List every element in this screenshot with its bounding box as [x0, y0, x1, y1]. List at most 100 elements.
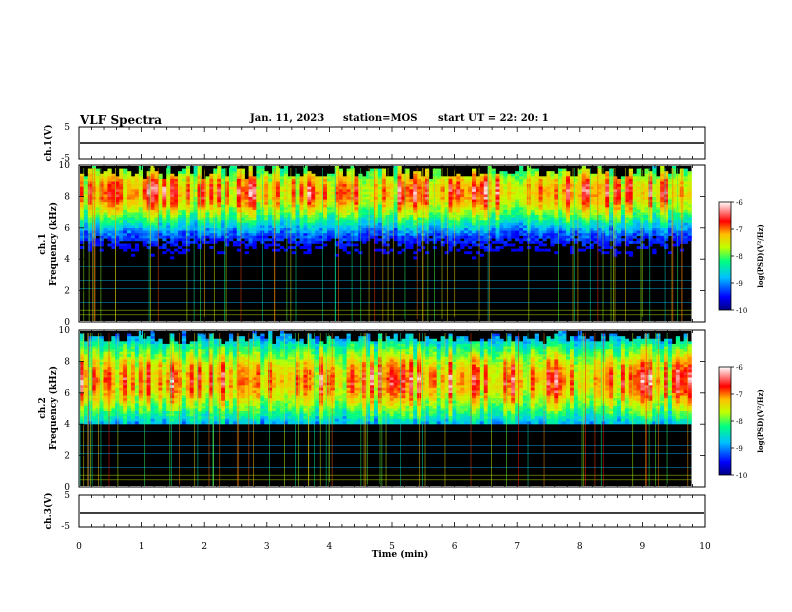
- spectrogram-cell: [87, 385, 93, 389]
- spectrogram-cell: [307, 246, 312, 249]
- spectrogram-cell: [87, 372, 93, 376]
- spectrogram-cell: [111, 235, 116, 239]
- spectrogram-cell: [119, 225, 124, 229]
- spectrogram-cell: [217, 230, 222, 234]
- spectrogram-cell: [562, 207, 567, 211]
- spectrogram-cell: [620, 186, 626, 190]
- spectrogram-cell: [515, 173, 520, 177]
- spectrogram-cell: [589, 238, 594, 242]
- spectrogram-cell: [393, 212, 398, 216]
- spectrogram-cell: [370, 197, 375, 200]
- spectrogram-cell: [624, 212, 630, 216]
- spectrogram-cell: [354, 212, 359, 216]
- spectrogram-cell: [483, 235, 488, 239]
- spectrogram-cell: [370, 181, 375, 185]
- spectrogram-cell: [205, 220, 210, 224]
- spectrogram-cell: [119, 220, 124, 224]
- spectrogram-cell: [413, 189, 418, 193]
- spectrogram-cell: [456, 238, 461, 242]
- spectrogram-cell: [413, 181, 418, 185]
- spectrogram-cell: [397, 166, 402, 169]
- spectrogram-cell: [350, 228, 355, 231]
- spectrogram-cell: [601, 194, 606, 198]
- spectrogram-cell: [197, 166, 202, 169]
- spectrogram-cell: [479, 228, 485, 231]
- spectrogram-cell: [507, 197, 512, 200]
- spectrogram-cell: [428, 215, 434, 218]
- spectrogram-cell: [687, 209, 692, 213]
- spectrogram-cell: [585, 222, 590, 226]
- spectrogram-cell: [115, 235, 120, 239]
- spectrogram-cell: [119, 173, 124, 177]
- spectrogram-cell: [87, 377, 93, 381]
- spectrogram-cell: [511, 181, 516, 185]
- spectrogram-cell: [538, 235, 543, 239]
- spectrogram-cell: [248, 215, 253, 218]
- spectrogram-cell: [456, 184, 461, 187]
- spectrogram-cell: [648, 243, 653, 247]
- spectrogram-cell: [534, 199, 539, 203]
- spectrogram-cell: [127, 336, 132, 340]
- spectrogram-cell: [232, 217, 238, 221]
- spectrogram-cell: [397, 238, 402, 242]
- spectrogram-cell: [307, 181, 312, 185]
- spectrogram-cell: [562, 215, 567, 218]
- spectrogram-cell: [440, 230, 445, 234]
- spectrogram-cell: [640, 230, 645, 234]
- spectrogram-cell: [99, 362, 104, 365]
- spectrogram-cell: [95, 411, 100, 414]
- spectrogram-cell: [538, 233, 543, 237]
- spectrogram-cell: [354, 243, 359, 247]
- spectrogram-cell: [617, 181, 622, 185]
- spectrogram-cell: [519, 171, 524, 175]
- spectrogram-cell: [174, 207, 179, 211]
- spectrogram-cell: [624, 194, 630, 198]
- spectrogram-cell: [491, 209, 496, 213]
- spectrogram-cell: [193, 238, 198, 242]
- spectrogram-cell: [311, 233, 316, 237]
- spectrogram-cell: [217, 189, 222, 193]
- spectrogram-cell: [154, 207, 159, 211]
- spectrogram-cell: [573, 204, 579, 208]
- spectrogram-cell: [499, 228, 504, 231]
- spectrogram-cell: [648, 209, 653, 213]
- spectrogram-cell: [276, 230, 281, 234]
- spectrogram-cell: [397, 173, 402, 177]
- spectrogram-cell: [554, 199, 559, 203]
- spectrogram-cell: [617, 191, 622, 195]
- spectrogram-cell: [464, 251, 469, 255]
- spectrogram-cell: [91, 178, 96, 182]
- spectrogram-cell: [119, 354, 124, 358]
- spectrogram-cell: [636, 212, 641, 216]
- spectrogram-cell: [111, 243, 116, 247]
- spectrogram-cell: [538, 176, 543, 180]
- spectrogram-cell: [617, 204, 622, 208]
- spectrogram-cell: [115, 189, 120, 193]
- spectrogram-cell: [193, 215, 198, 218]
- spectrogram-cell: [511, 197, 516, 200]
- spectrogram-cell: [519, 248, 524, 252]
- spectrogram-cell: [111, 369, 116, 373]
- spectrogram-cell: [107, 228, 112, 231]
- spectrogram-cell: [562, 171, 567, 175]
- spectrogram-cell: [409, 178, 414, 182]
- spectrogram-cell: [154, 243, 159, 247]
- spectrogram-cell: [158, 209, 163, 213]
- spectrogram-cell: [154, 225, 159, 229]
- spectrogram-cell: [240, 173, 245, 177]
- spectrogram-cell: [185, 217, 191, 221]
- spectrogram-cell: [468, 181, 473, 185]
- spectrogram-cell: [80, 377, 85, 381]
- spectrogram-cell: [456, 228, 461, 231]
- spectrogram-cell: [652, 178, 657, 182]
- spectrogram-cell: [448, 235, 453, 239]
- spectrogram-cell: [107, 362, 112, 365]
- spectrogram-cell: [601, 202, 606, 206]
- spectrogram-cell: [225, 233, 230, 237]
- spectrogram-cell: [80, 228, 85, 231]
- spectrogram-cell: [319, 197, 324, 200]
- spectrogram-cell: [456, 199, 461, 203]
- spectrogram-cell: [479, 202, 485, 206]
- spectrogram-cell: [620, 212, 626, 216]
- spectrogram-cell: [503, 212, 508, 216]
